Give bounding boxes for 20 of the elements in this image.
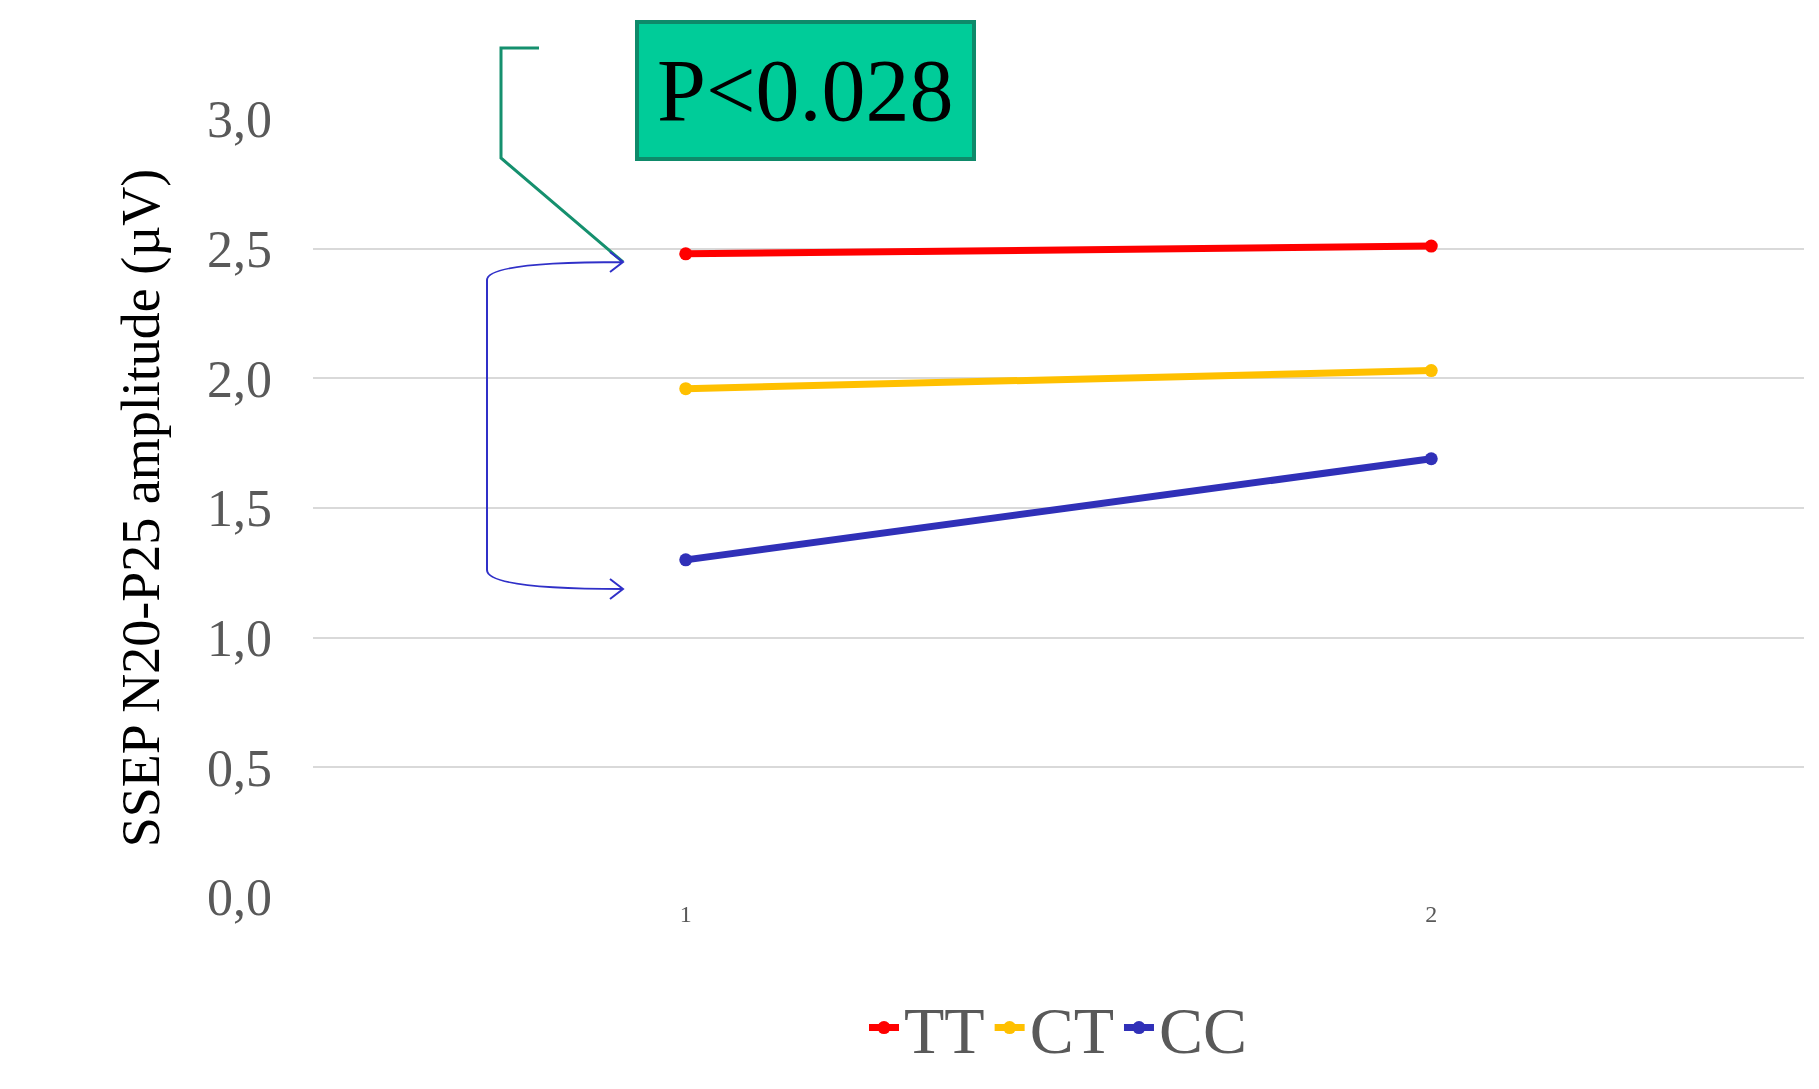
legend-label: TT bbox=[904, 994, 985, 1068]
y-tick-label: 1,5 bbox=[207, 480, 272, 538]
point bbox=[679, 382, 693, 396]
legend-label: CC bbox=[1158, 994, 1248, 1068]
point bbox=[1424, 364, 1438, 378]
y-tick-label: 3,0 bbox=[207, 91, 272, 149]
y-tick-label: 2,0 bbox=[207, 350, 272, 408]
x-tick-label: 2 bbox=[1425, 901, 1438, 927]
y-tick-label: 2,5 bbox=[207, 220, 272, 278]
point bbox=[1424, 239, 1438, 253]
x-tick-label: 1 bbox=[679, 901, 692, 927]
y-tick-label: 0,5 bbox=[207, 739, 272, 797]
point bbox=[1424, 452, 1438, 466]
legend-label: CT bbox=[1029, 994, 1114, 1068]
y-axis-title: SSEP N20-P25 amplitude (µV) bbox=[110, 168, 171, 848]
y-tick-label: 0,0 bbox=[207, 869, 272, 927]
point bbox=[679, 553, 693, 567]
annotation: P<0.028 bbox=[657, 42, 954, 139]
point bbox=[679, 247, 693, 261]
y-tick-label: 1,0 bbox=[207, 609, 272, 667]
